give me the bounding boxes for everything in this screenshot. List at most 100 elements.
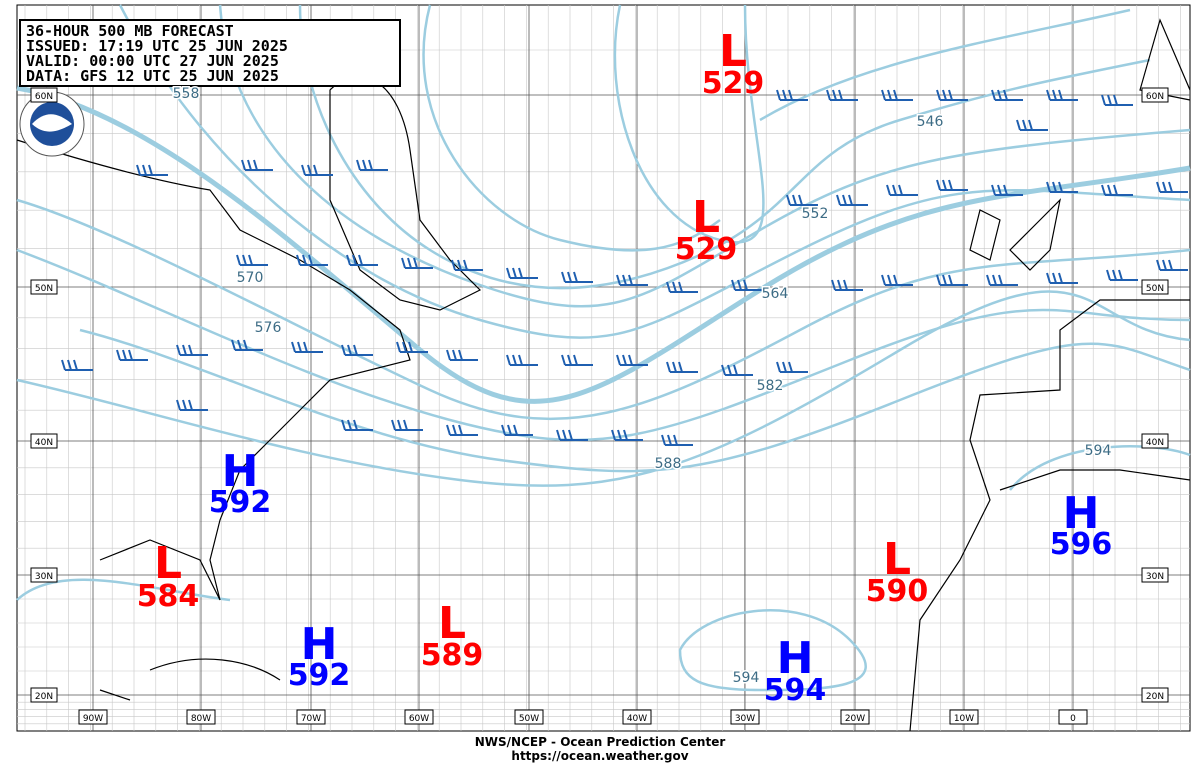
wind-barb bbox=[556, 429, 588, 441]
wind-barb bbox=[446, 424, 478, 436]
barb-feather bbox=[991, 89, 996, 101]
barb-feather bbox=[991, 184, 996, 196]
wind-barb bbox=[666, 361, 698, 373]
contour bbox=[118, 4, 1191, 339]
barb-feather bbox=[1052, 89, 1057, 101]
wind-barb bbox=[616, 274, 648, 286]
barb-feather bbox=[116, 349, 121, 361]
barb-feather bbox=[1022, 119, 1027, 131]
wind-barb bbox=[356, 159, 388, 171]
lat-label-box bbox=[1141, 87, 1169, 103]
barb-feather bbox=[848, 194, 853, 206]
barb-feather bbox=[948, 274, 953, 286]
wind-barb bbox=[346, 254, 378, 266]
barb-feather bbox=[942, 274, 947, 286]
barb-feather bbox=[881, 274, 886, 286]
barb-feather bbox=[122, 349, 127, 361]
barb-feather bbox=[567, 354, 572, 366]
barb-feather bbox=[407, 257, 412, 269]
contour bbox=[422, 4, 721, 252]
lat-label-box bbox=[1141, 433, 1169, 449]
barb-feather bbox=[731, 279, 736, 291]
barb-feather bbox=[291, 341, 296, 353]
lat-label: 60N bbox=[1146, 92, 1164, 102]
lon-label-box bbox=[840, 709, 870, 725]
wind-barb bbox=[661, 434, 693, 446]
barb-feather bbox=[458, 349, 463, 361]
barb-feather bbox=[302, 254, 307, 266]
lon-label-box bbox=[730, 709, 760, 725]
barb-feather bbox=[1113, 184, 1118, 196]
barb-feather bbox=[506, 267, 511, 279]
barb-feather bbox=[942, 89, 947, 101]
contour-label: 588 bbox=[655, 456, 682, 472]
barb-feather bbox=[136, 164, 141, 176]
contour-label: 564 bbox=[762, 286, 789, 302]
wind-barb bbox=[561, 354, 593, 366]
wind-barb bbox=[826, 89, 858, 101]
lat-label-box bbox=[30, 279, 58, 295]
center-value: 590 bbox=[866, 574, 929, 609]
barb-feather bbox=[352, 254, 357, 266]
center-value: 592 bbox=[288, 658, 351, 693]
lat-label: 20N bbox=[1146, 692, 1164, 702]
wind-barb bbox=[446, 349, 478, 361]
barb-feather bbox=[1162, 181, 1167, 193]
contour bbox=[16, 578, 231, 602]
center-value: 589 bbox=[421, 638, 484, 673]
wind-barb bbox=[721, 364, 753, 376]
barb-feather bbox=[231, 339, 236, 351]
center-value: 596 bbox=[1050, 527, 1113, 562]
wind-barb bbox=[991, 184, 1023, 196]
lon-label: 30W bbox=[735, 714, 755, 724]
wind-barb bbox=[1156, 259, 1188, 271]
barb-feather bbox=[616, 354, 621, 366]
contour-label: 594 bbox=[1085, 443, 1112, 459]
wind-barb bbox=[1101, 184, 1133, 196]
barb-feather bbox=[413, 257, 418, 269]
barb-feather bbox=[1052, 181, 1057, 193]
barb-feather bbox=[782, 361, 787, 373]
wind-barb bbox=[451, 259, 483, 271]
barb-feather bbox=[788, 89, 793, 101]
center-value: 594 bbox=[764, 673, 827, 708]
barb-feather bbox=[1156, 259, 1161, 271]
barb-feather bbox=[396, 341, 401, 353]
wind-barb bbox=[341, 344, 373, 356]
contour-label: 546 bbox=[917, 114, 944, 130]
header-line: DATA: GFS 12 UTC 25 JUN 2025 bbox=[26, 67, 279, 85]
barb-feather bbox=[573, 354, 578, 366]
barb-feather bbox=[358, 254, 363, 266]
footer-url: https://ocean.weather.gov bbox=[511, 749, 688, 763]
barb-feather bbox=[561, 271, 566, 283]
contour-label: 558 bbox=[173, 86, 200, 102]
wind-barb bbox=[786, 194, 818, 206]
wind-barb bbox=[236, 254, 268, 266]
barb-feather bbox=[242, 254, 247, 266]
lat-label-box bbox=[30, 687, 58, 703]
wind-barb bbox=[776, 89, 808, 101]
barb-feather bbox=[347, 344, 352, 356]
lon-label: 60W bbox=[409, 714, 429, 724]
barb-feather bbox=[628, 354, 633, 366]
wind-barb bbox=[136, 164, 168, 176]
lat-label: 40N bbox=[1146, 438, 1164, 448]
barb-feather bbox=[356, 159, 361, 171]
barb-feather bbox=[628, 274, 633, 286]
wind-barb bbox=[836, 194, 868, 206]
lon-label-box bbox=[186, 709, 216, 725]
wind-barb bbox=[936, 179, 968, 191]
lon-label: 10W bbox=[954, 714, 974, 724]
lon-label-box bbox=[296, 709, 326, 725]
barb-feather bbox=[1003, 89, 1008, 101]
wind-barb bbox=[616, 354, 648, 366]
barb-feather bbox=[518, 354, 523, 366]
wind-barb bbox=[291, 341, 323, 353]
barb-feather bbox=[672, 361, 677, 373]
lon-label-box bbox=[949, 709, 979, 725]
wind-barb bbox=[986, 274, 1018, 286]
lon-label: 80W bbox=[191, 714, 211, 724]
barb-feather bbox=[556, 429, 561, 441]
